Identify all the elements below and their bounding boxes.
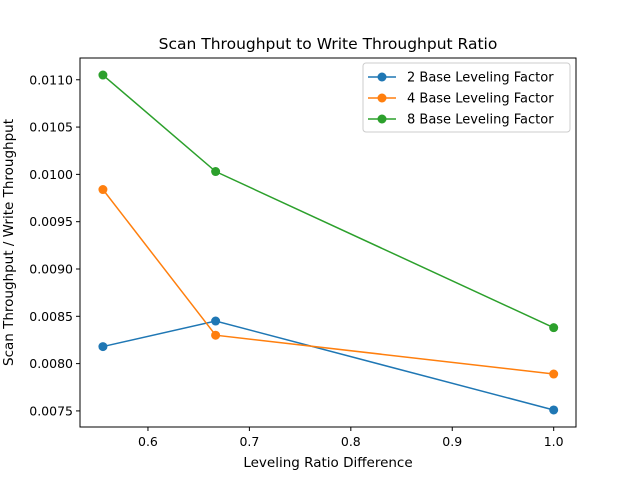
plot-frame: [79, 57, 577, 428]
chart-title: Scan Throughput to Write Throughput Rati…: [159, 35, 498, 53]
y-tick-label: 0.0105: [29, 120, 73, 135]
legend: 2 Base Leveling Factor 4 Base Leveling Fa…: [362, 62, 571, 133]
x-axis-label: Leveling Ratio Difference: [243, 455, 412, 471]
series-layer: [98, 70, 559, 415]
data-point: [211, 316, 221, 326]
x-axis-ticks: 0.6 0.7 0.8 0.9 1.0: [138, 427, 564, 449]
legend-item: 2 Base Leveling Factor: [368, 71, 554, 86]
legend-label: 4 Base Leveling Factor: [407, 92, 554, 107]
legend-marker: [377, 72, 387, 82]
legend-label: 8 Base Leveling Factor: [407, 113, 554, 128]
legend-label: 2 Base Leveling Factor: [407, 71, 554, 86]
y-axis-ticks: 0.0075 0.0080 0.0085 0.0090 0.0095 0.0100 0.01…: [29, 72, 80, 418]
data-point: [549, 323, 559, 333]
x-tick-label: 0.9: [442, 434, 462, 449]
y-tick-label: 0.0080: [29, 356, 73, 371]
x-tick-label: 0.8: [341, 434, 361, 449]
data-point: [98, 185, 108, 195]
x-tick-label: 0.6: [138, 434, 158, 449]
legend-marker: [377, 114, 387, 124]
data-point: [98, 342, 108, 352]
y-tick-label: 0.0085: [29, 309, 73, 324]
y-tick-label: 0.0090: [29, 261, 73, 276]
y-tick-label: 0.0110: [29, 72, 73, 87]
x-tick-label: 1.0: [544, 434, 564, 449]
data-point: [211, 167, 221, 177]
data-point: [549, 405, 559, 415]
y-tick-label: 0.0075: [29, 403, 73, 418]
legend-item: 4 Base Leveling Factor: [368, 92, 554, 107]
series-1: [98, 316, 559, 415]
legend-marker: [377, 93, 387, 103]
series-3: [98, 70, 559, 333]
data-point: [549, 369, 559, 379]
y-tick-label: 0.0095: [29, 214, 73, 229]
y-axis-label: Scan Throughput / Write Throughput: [1, 119, 17, 366]
y-tick-label: 0.0100: [29, 167, 73, 182]
data-point: [98, 70, 108, 80]
data-point: [211, 330, 221, 340]
series-2: [98, 185, 559, 379]
legend-item: 8 Base Leveling Factor: [368, 113, 554, 128]
x-tick-label: 0.7: [239, 434, 259, 449]
legend-box: [362, 62, 571, 133]
